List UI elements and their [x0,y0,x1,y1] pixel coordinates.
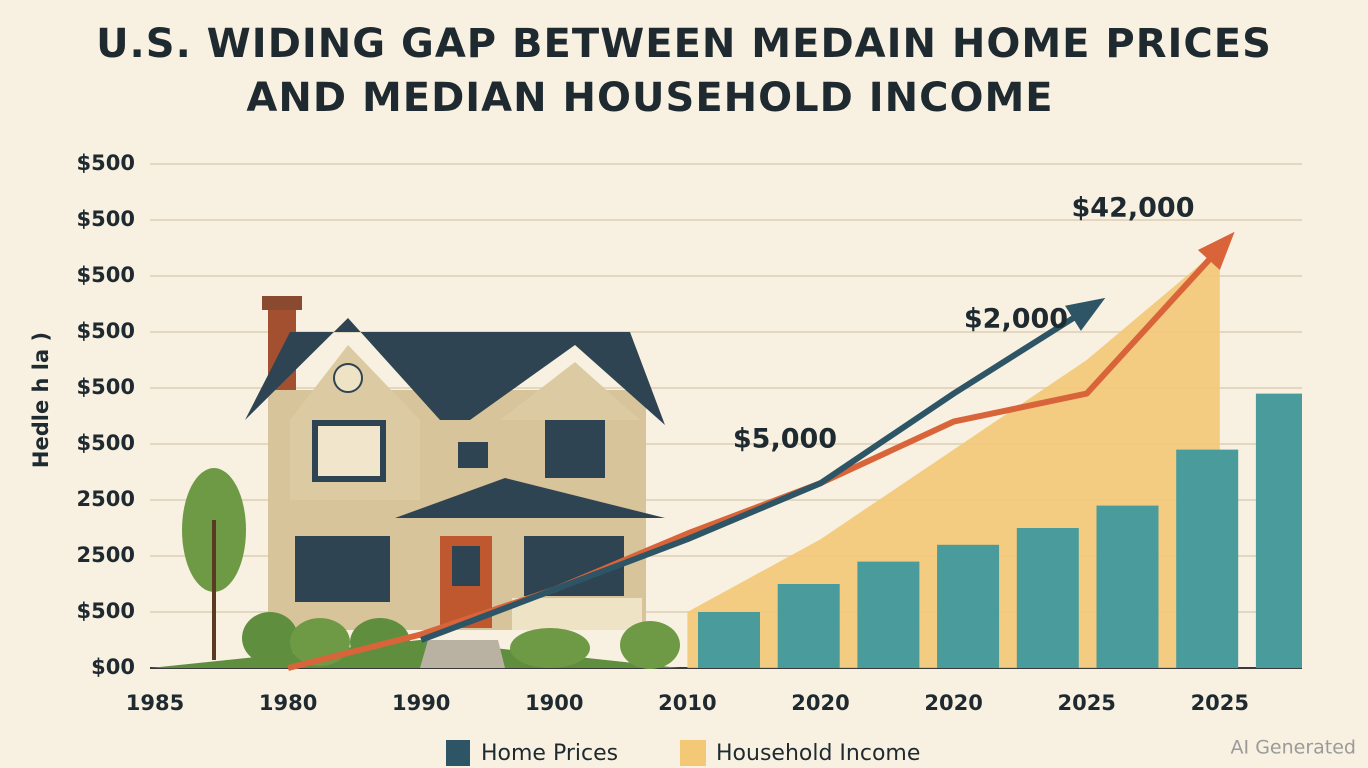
y-tick-label: $500 [77,207,135,231]
window [333,363,363,393]
home-price-line [420,307,1089,643]
x-tick-label: 2020 [791,691,849,715]
x-tick-label: 1900 [525,691,583,715]
bar [1096,505,1159,668]
y-tick-label: $500 [77,599,135,623]
y-tick-label: 2500 [77,543,135,567]
legend-swatch [446,740,470,766]
arrowhead [1065,297,1106,331]
bar [857,561,920,668]
y-tick-label: $00 [91,655,135,679]
x-tick-label: 1980 [259,691,317,715]
legend-swatch [680,740,706,766]
overlay: $5,000 $2,000 $42,000 [287,193,1235,671]
door-window [452,546,480,586]
gable [500,362,640,420]
x-tick-label: 2020 [924,691,982,715]
y-tick-label: $500 [77,263,135,287]
railing [512,598,642,630]
x-tick-label: 2025 [1191,691,1249,715]
bar [1176,449,1239,668]
bush [510,628,590,668]
x-tick-label: 2025 [1057,691,1115,715]
steps [420,640,505,668]
window [295,536,390,602]
chimney [262,296,302,310]
bush [242,612,298,664]
y-tick-label: $500 [77,375,135,399]
annotation: $5,000 [733,424,837,455]
lawn [150,640,680,668]
income-area [687,248,1220,668]
y-tick-label: 2500 [77,487,135,511]
annotation: $2,000 [964,304,1068,335]
x-tick-label: 1985 [126,691,184,715]
bar [937,544,1000,668]
marks [687,248,1302,668]
window [318,426,380,476]
chart-title: AND MEDIAN HOUSEHOLD INCOME [246,75,1053,121]
watermark: AI Generated [1231,737,1356,759]
legend-label: Home Prices [481,741,618,766]
bar [698,612,760,668]
window [458,442,488,468]
legend-label: Household Income [716,741,920,766]
window [545,420,605,478]
annotation: $42,000 [1072,193,1195,224]
arrowhead [1197,231,1235,270]
porch-roof [395,478,665,518]
y-tick-label: $500 [77,151,135,175]
x-tick-label: 1990 [392,691,450,715]
roof [245,318,665,425]
bar [777,584,840,668]
bar [1255,393,1302,668]
bush [620,621,680,669]
house-illustration [150,296,680,669]
bar [1016,528,1079,668]
x-tick-label: 2010 [658,691,716,715]
y-tick-label: $500 [77,431,135,455]
y-axis-label: Hedle h la ) [29,332,53,468]
chart-title: U.S. WIDING GAP BETWEEN MEDAIN HOME PRIC… [96,21,1272,67]
y-tick-label: $500 [77,319,135,343]
